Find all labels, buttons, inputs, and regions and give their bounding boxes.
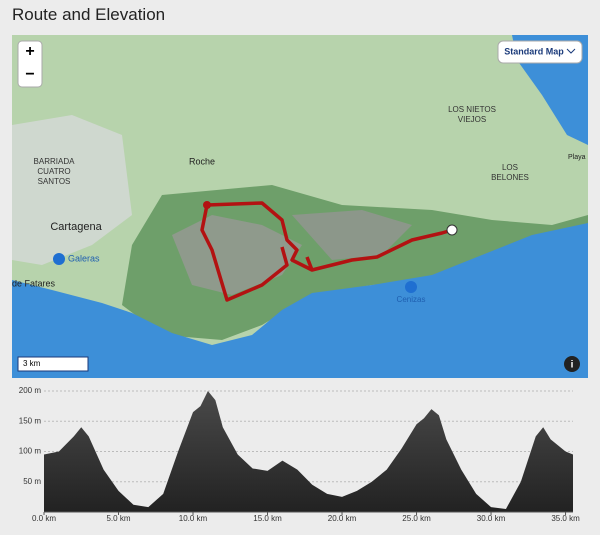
- route-finish: [446, 224, 458, 236]
- info-button[interactable]: [564, 356, 580, 372]
- map-label: BELONES: [491, 173, 529, 182]
- chevron: [566, 48, 576, 54]
- map-label: Galeras: [68, 253, 100, 263]
- zoom-out[interactable]: −: [25, 66, 34, 83]
- map-style[interactable]: Standard Map: [504, 46, 564, 56]
- info-icon: i: [571, 360, 574, 371]
- x-tick-label: 25.0 km: [402, 514, 431, 523]
- y-tick-label: 150 m: [19, 416, 42, 425]
- sea: [12, 223, 588, 378]
- scale-label: 3 km: [23, 359, 41, 368]
- map-label: Cenizas: [397, 295, 426, 304]
- map: + − Standard Map 3 km i BARRIADACUATROSA…: [12, 35, 588, 378]
- x-tick-label: 35.0 km: [551, 514, 580, 523]
- x-tick-label: 5.0 km: [106, 514, 130, 523]
- poi: [53, 253, 65, 265]
- map-label: Playa: [568, 154, 586, 161]
- scale-bar: [17, 356, 89, 372]
- x-tick-label: 10.0 km: [179, 514, 208, 523]
- route: [200, 201, 453, 302]
- zoom-in[interactable]: +: [25, 43, 34, 60]
- map-style-button[interactable]: [497, 40, 583, 64]
- x-tick-label: 30.0 km: [477, 514, 506, 523]
- elevation-area: [44, 391, 573, 512]
- map-label: LOS NIETOS: [448, 105, 496, 114]
- map-label: CUATRO: [37, 167, 70, 176]
- route-start: [203, 201, 211, 209]
- x-tick-label: 0.0 km: [32, 514, 56, 523]
- y-tick-label: 100 m: [19, 447, 42, 456]
- poi: [405, 281, 417, 293]
- map-label: de Fatares: [12, 278, 56, 288]
- elevation-chart: 50 m 100 m 150 m 200 m 0.0 km 5.0 km 10.0 km 15…: [19, 386, 580, 523]
- map-label: Cartagena: [50, 221, 102, 233]
- map-label: LOS: [502, 163, 518, 172]
- urban: [12, 115, 132, 265]
- mountain: [292, 210, 412, 260]
- map-label: VIEJOS: [458, 115, 486, 124]
- zoom-control[interactable]: [17, 40, 43, 88]
- y-tick-label: 50 m: [23, 477, 41, 486]
- y-tick-label: 200 m: [19, 386, 42, 395]
- page-title: Route and Elevation: [12, 5, 166, 24]
- x-tick-label: 15.0 km: [253, 514, 282, 523]
- x-tick-label: 20.0 km: [328, 514, 357, 523]
- map-label: BARRIADA: [34, 157, 76, 166]
- map-label: SANTOS: [38, 177, 71, 186]
- map-label: Roche: [189, 156, 215, 166]
